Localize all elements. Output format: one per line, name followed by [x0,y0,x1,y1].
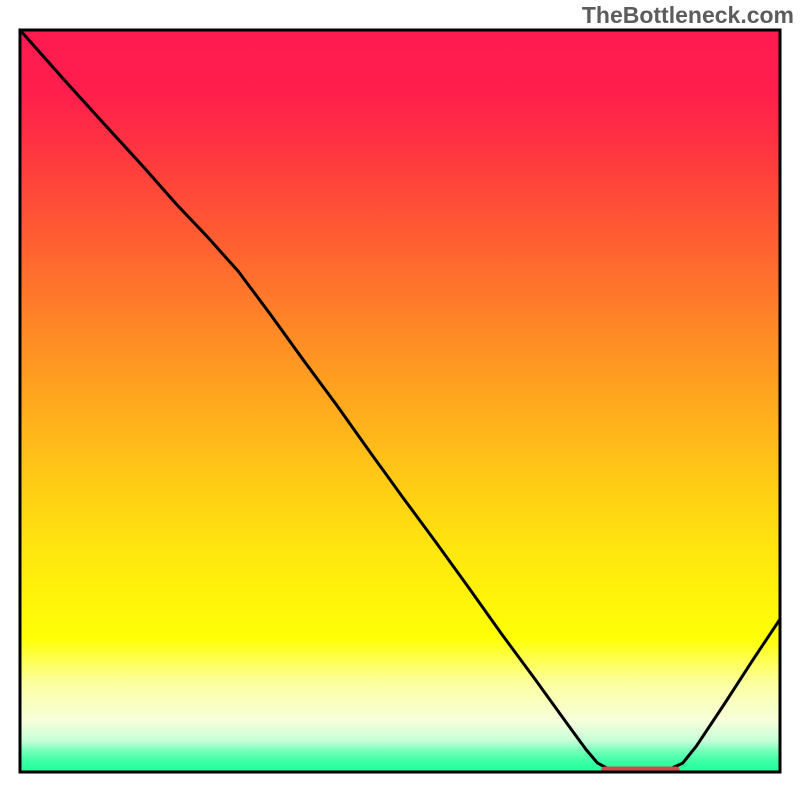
chart-container: TheBottleneck.com [0,0,800,800]
gradient-background [20,30,780,772]
chart-svg [0,0,800,800]
